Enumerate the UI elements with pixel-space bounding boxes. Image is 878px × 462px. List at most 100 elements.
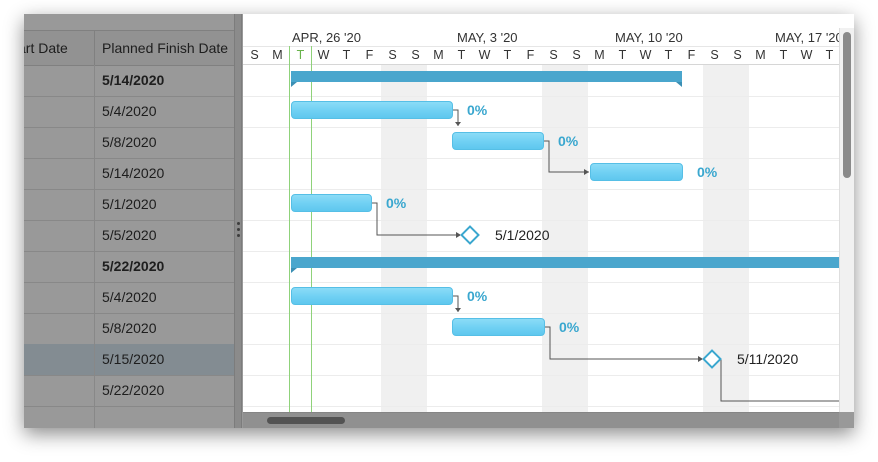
task-progress-label: 0% bbox=[386, 195, 407, 211]
task-bar[interactable] bbox=[291, 287, 453, 305]
milestone-date-label: 5/1/2020 bbox=[495, 227, 550, 243]
table-row[interactable]: 5/4/2020 bbox=[24, 96, 234, 128]
start-date-cell[interactable] bbox=[24, 375, 95, 406]
table-row[interactable]: 5/15/2020 bbox=[24, 344, 234, 376]
table-row[interactable]: 5/14/2020 bbox=[24, 158, 234, 190]
start-date-cell[interactable] bbox=[24, 189, 95, 220]
day-label: T bbox=[618, 48, 627, 62]
summary-bar-left-tip bbox=[291, 268, 297, 273]
day-label: S bbox=[733, 48, 742, 62]
day-label: T bbox=[825, 48, 834, 62]
day-label: T bbox=[457, 48, 466, 62]
day-label: S bbox=[388, 48, 397, 62]
week-label: MAY, 10 '20 bbox=[615, 30, 683, 45]
start-date-cell[interactable] bbox=[24, 220, 95, 251]
splitter-grip-dot bbox=[237, 222, 240, 225]
day-label: T bbox=[296, 48, 305, 62]
table-row[interactable]: 5/8/2020 bbox=[24, 127, 234, 159]
row-divider bbox=[243, 313, 839, 314]
gantt-timeline: APR, 26 '20 MAY, 3 '20 MAY, 10 '20 MAY, 17 … bbox=[243, 28, 839, 412]
day-label: S bbox=[250, 48, 259, 62]
milestone-date-label: 5/11/2020 bbox=[737, 351, 799, 367]
row-divider bbox=[243, 375, 839, 376]
start-date-cell[interactable] bbox=[24, 313, 95, 344]
day-label: M bbox=[272, 48, 283, 62]
summary-bar-left-tip bbox=[291, 82, 297, 87]
start-date-cell[interactable] bbox=[24, 282, 95, 313]
table-row[interactable]: 5/1/2020 bbox=[24, 189, 234, 221]
planned-finish-date-cell[interactable]: 5/1/2020 bbox=[102, 196, 157, 212]
task-bar[interactable] bbox=[590, 163, 683, 181]
dependency-arrow bbox=[455, 308, 461, 312]
task-bar[interactable] bbox=[452, 132, 544, 150]
planned-finish-date-cell[interactable]: 5/22/2020 bbox=[102, 258, 165, 274]
dependency-arrow bbox=[584, 169, 589, 175]
grid-splitter[interactable] bbox=[234, 14, 242, 428]
planned-finish-date-cell[interactable]: 5/8/2020 bbox=[102, 320, 157, 336]
start-date-cell[interactable] bbox=[24, 158, 95, 189]
table-row[interactable] bbox=[24, 406, 234, 428]
task-progress-label: 0% bbox=[467, 102, 488, 118]
day-label: F bbox=[526, 48, 535, 62]
table-row[interactable]: 5/4/2020 bbox=[24, 282, 234, 314]
task-grid: art Date Planned Finish Date 5/14/2020 5/… bbox=[24, 14, 234, 428]
planned-finish-date-cell[interactable]: 5/14/2020 bbox=[102, 165, 165, 181]
start-date-cell[interactable] bbox=[24, 96, 95, 127]
task-bar[interactable] bbox=[291, 101, 453, 119]
day-label: M bbox=[755, 48, 766, 62]
vertical-scrollbar-thumb[interactable] bbox=[843, 32, 851, 178]
weekend-column bbox=[726, 65, 749, 412]
planned-finish-date-cell[interactable]: 5/14/2020 bbox=[102, 72, 165, 88]
week-label: APR, 26 '20 bbox=[292, 30, 361, 45]
planned-finish-date-cell[interactable]: 5/8/2020 bbox=[102, 134, 157, 150]
column-header-planned-finish-date[interactable]: Planned Finish Date bbox=[102, 40, 229, 56]
start-date-cell[interactable] bbox=[24, 406, 95, 428]
task-bar[interactable] bbox=[291, 194, 372, 212]
dependency-arrow bbox=[698, 356, 703, 362]
task-progress-label: 0% bbox=[558, 133, 579, 149]
gantt-chart-widget: art Date Planned Finish Date 5/14/2020 5/… bbox=[24, 14, 854, 428]
horizontal-scrollbar[interactable] bbox=[243, 412, 839, 428]
start-date-cell[interactable] bbox=[24, 65, 95, 96]
planned-finish-date-cell[interactable]: 5/5/2020 bbox=[102, 227, 157, 243]
table-row[interactable]: 5/8/2020 bbox=[24, 313, 234, 345]
table-row[interactable]: 5/5/2020 bbox=[24, 220, 234, 252]
summary-task-bar[interactable] bbox=[291, 257, 839, 273]
column-header-start-date[interactable]: art Date bbox=[24, 31, 95, 65]
start-date-cell[interactable] bbox=[24, 344, 95, 375]
splitter-grip-dot bbox=[237, 234, 240, 237]
day-label: S bbox=[549, 48, 558, 62]
planned-finish-date-cell[interactable]: 5/4/2020 bbox=[102, 103, 157, 119]
planned-finish-date-cell[interactable]: 5/4/2020 bbox=[102, 289, 157, 305]
dependency-arrow bbox=[456, 232, 461, 238]
row-divider bbox=[243, 344, 839, 345]
day-label: S bbox=[572, 48, 581, 62]
start-date-cell[interactable] bbox=[24, 251, 95, 282]
task-progress-label: 0% bbox=[697, 164, 718, 180]
weekend-column bbox=[703, 65, 726, 412]
day-label: M bbox=[433, 48, 444, 62]
day-label: T bbox=[664, 48, 673, 62]
horizontal-scrollbar-thumb[interactable] bbox=[267, 417, 345, 424]
vertical-scrollbar[interactable] bbox=[839, 28, 854, 412]
task-bar[interactable] bbox=[452, 318, 545, 336]
day-label: W bbox=[478, 48, 491, 62]
day-label: T bbox=[779, 48, 788, 62]
day-label: S bbox=[710, 48, 719, 62]
dependency-link bbox=[372, 202, 461, 236]
day-label: F bbox=[687, 48, 696, 62]
timeline-weeks-header: APR, 26 '20 MAY, 3 '20 MAY, 10 '20 MAY, 17 … bbox=[243, 28, 839, 47]
weekend-column bbox=[381, 65, 404, 412]
summary-task-bar[interactable] bbox=[291, 71, 682, 87]
table-row[interactable]: 5/14/2020 bbox=[24, 65, 234, 97]
dependency-arrow bbox=[455, 122, 461, 126]
week-label: MAY, 3 '20 bbox=[457, 30, 518, 45]
table-row[interactable]: 5/22/2020 bbox=[24, 251, 234, 283]
day-label: T bbox=[342, 48, 351, 62]
table-row[interactable]: 5/22/2020 bbox=[24, 375, 234, 407]
start-date-cell[interactable] bbox=[24, 127, 95, 158]
day-label: M bbox=[594, 48, 605, 62]
planned-finish-date-cell[interactable]: 5/15/2020 bbox=[102, 351, 165, 367]
planned-finish-date-cell[interactable]: 5/22/2020 bbox=[102, 382, 165, 398]
